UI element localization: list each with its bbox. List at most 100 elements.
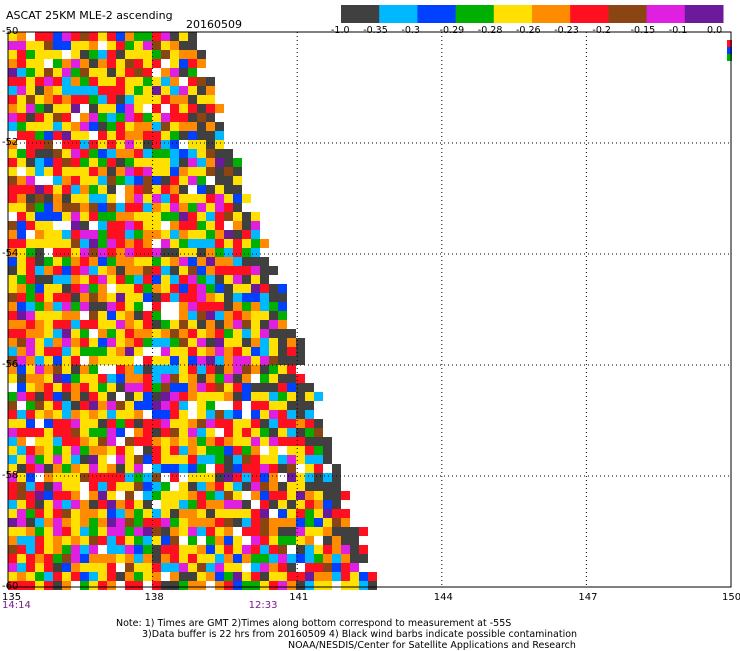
colorbar-segment xyxy=(684,5,724,23)
swath-cell xyxy=(44,356,53,365)
swath-cell xyxy=(260,554,269,563)
swath-cell xyxy=(80,311,89,320)
swath-cell xyxy=(323,554,332,563)
swath-cell xyxy=(233,230,242,239)
swath-cell xyxy=(107,284,116,293)
swath-cell xyxy=(242,473,251,482)
swath-cell xyxy=(134,230,143,239)
swath-cell xyxy=(116,311,125,320)
swath-cell xyxy=(350,536,359,545)
swath-cell xyxy=(143,194,152,203)
swath-cell xyxy=(134,338,143,347)
swath-cell xyxy=(134,482,143,491)
swath-cell xyxy=(215,347,224,356)
colorbar-label: -0.1 xyxy=(668,25,688,36)
swath-cell xyxy=(260,581,269,590)
swath-cell xyxy=(323,536,332,545)
colorbar-segment xyxy=(532,5,571,23)
swath-cell xyxy=(107,239,116,248)
swath-cell xyxy=(197,284,206,293)
swath-cell xyxy=(251,536,260,545)
swath-cell xyxy=(260,500,269,509)
swath-cell xyxy=(8,302,17,311)
swath-cell xyxy=(53,149,62,158)
swath-cell xyxy=(287,554,296,563)
swath-cell xyxy=(80,500,89,509)
swath-cell xyxy=(53,356,62,365)
swath-cell xyxy=(197,275,206,284)
swath-cell xyxy=(17,95,26,104)
swath-cell xyxy=(8,320,17,329)
swath-cell xyxy=(215,167,224,176)
swath-cell xyxy=(224,203,233,212)
swath-cell xyxy=(17,257,26,266)
swath-cell xyxy=(125,59,134,68)
swath-cell xyxy=(278,509,287,518)
swath-cell xyxy=(107,95,116,104)
swath-cell xyxy=(278,491,287,500)
swath-cell xyxy=(332,500,341,509)
swath-cell xyxy=(287,455,296,464)
swath-cell xyxy=(161,248,170,257)
swath-cell xyxy=(44,248,53,257)
swath-cell xyxy=(188,212,197,221)
x-tick-label: 147 xyxy=(578,592,598,603)
swath-cell xyxy=(188,401,197,410)
swath-cell xyxy=(26,131,35,140)
swath-cell xyxy=(26,239,35,248)
swath-cell xyxy=(242,320,251,329)
swath-cell xyxy=(62,77,71,86)
swath-cell xyxy=(170,230,179,239)
swath-cell xyxy=(44,401,53,410)
swath-cell xyxy=(53,284,62,293)
swath-cell xyxy=(116,158,125,167)
swath-cell xyxy=(116,419,125,428)
swath-cell xyxy=(44,338,53,347)
swath-cell xyxy=(98,275,107,284)
swath-cell xyxy=(134,158,143,167)
swath-cell xyxy=(296,554,305,563)
swath-cell xyxy=(206,482,215,491)
swath-cell xyxy=(242,239,251,248)
swath-cell xyxy=(35,473,44,482)
edge-marker xyxy=(727,40,732,47)
swath-cell xyxy=(233,257,242,266)
swath-cell xyxy=(89,275,98,284)
swath-cell xyxy=(71,50,80,59)
swath-cell xyxy=(35,257,44,266)
swath-cell xyxy=(116,113,125,122)
swath-cell xyxy=(269,365,278,374)
swath-cell xyxy=(206,410,215,419)
swath-cell xyxy=(233,419,242,428)
swath-cell xyxy=(314,446,323,455)
swath-cell xyxy=(260,491,269,500)
swath-cell xyxy=(170,437,179,446)
swath-cell xyxy=(233,401,242,410)
swath-cell xyxy=(251,338,260,347)
swath-cell xyxy=(116,437,125,446)
swath-cell xyxy=(206,203,215,212)
swath-cell xyxy=(152,221,161,230)
swath-cell xyxy=(89,41,98,50)
swath-map[interactable] xyxy=(0,0,740,600)
swath-cell xyxy=(89,329,98,338)
swath-cell xyxy=(305,410,314,419)
swath-cell xyxy=(332,563,341,572)
swath-cell xyxy=(71,266,80,275)
swath-cell xyxy=(89,383,98,392)
swath-cell xyxy=(314,491,323,500)
swath-cell xyxy=(53,302,62,311)
swath-cell xyxy=(287,365,296,374)
swath-cell xyxy=(278,410,287,419)
swath-cell xyxy=(152,437,161,446)
swath-cell xyxy=(152,419,161,428)
swath-cell xyxy=(8,401,17,410)
swath-cell xyxy=(116,329,125,338)
swath-cell xyxy=(287,419,296,428)
swath-cell xyxy=(341,545,350,554)
swath-cell xyxy=(98,383,107,392)
swath-cell xyxy=(125,419,134,428)
swath-cell xyxy=(35,149,44,158)
swath-cell xyxy=(314,572,323,581)
swath-cell xyxy=(116,572,125,581)
